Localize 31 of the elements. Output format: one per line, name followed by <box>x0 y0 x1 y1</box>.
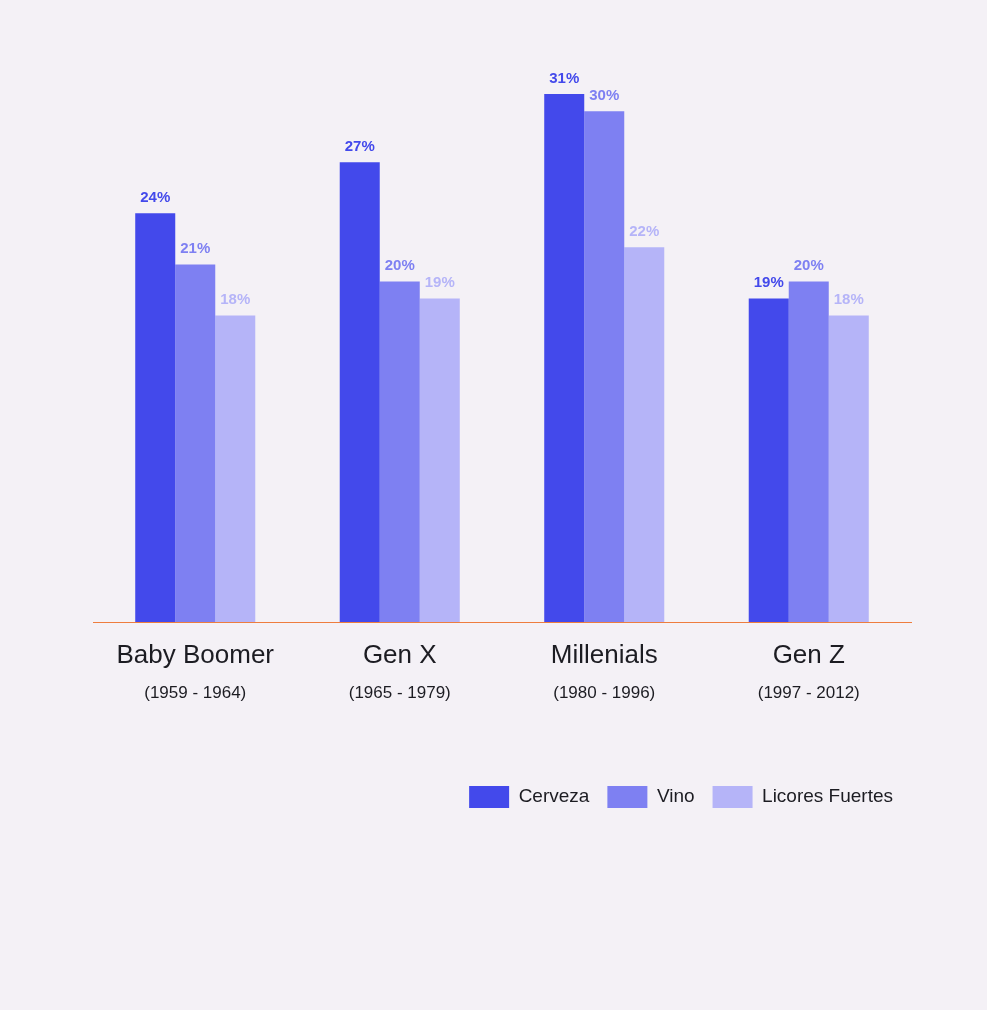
bar <box>215 315 256 622</box>
data-label: 31% <box>549 68 580 86</box>
bar <box>379 281 420 622</box>
legend-label: Licores Fuertes <box>762 785 894 807</box>
bar <box>624 247 665 622</box>
data-label: 20% <box>384 256 415 274</box>
x-tick-label: Millenials (1980 - 1996) <box>550 639 658 702</box>
bar <box>135 213 176 622</box>
bar <box>828 315 869 622</box>
data-label: 20% <box>793 256 824 274</box>
data-label: 21% <box>180 239 211 257</box>
data-label: 18% <box>833 290 864 308</box>
data-label: 19% <box>424 273 455 291</box>
x-tick-label: Gen X (1965 - 1979) <box>348 639 451 702</box>
legend-label: Vino <box>656 785 695 807</box>
x-tick-label: Baby Boomer (1959 - 1964) <box>116 639 275 702</box>
legend-label: Cerveza <box>518 785 590 807</box>
data-label: 18% <box>220 290 251 308</box>
bar <box>419 298 460 622</box>
data-label: 27% <box>344 136 375 154</box>
bar <box>748 298 789 622</box>
data-label: 19% <box>753 273 784 291</box>
data-label: 22% <box>629 222 660 240</box>
bar <box>339 162 380 622</box>
data-label: 24% <box>140 187 171 205</box>
bar <box>788 281 829 622</box>
x-tick-label: Gen Z (1997 - 2012) <box>757 639 860 702</box>
bar <box>584 111 625 622</box>
data-label: 30% <box>589 85 620 103</box>
bar <box>544 94 585 622</box>
bar <box>175 264 216 622</box>
